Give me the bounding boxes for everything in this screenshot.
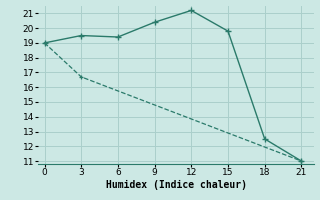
X-axis label: Humidex (Indice chaleur): Humidex (Indice chaleur) xyxy=(106,180,246,190)
